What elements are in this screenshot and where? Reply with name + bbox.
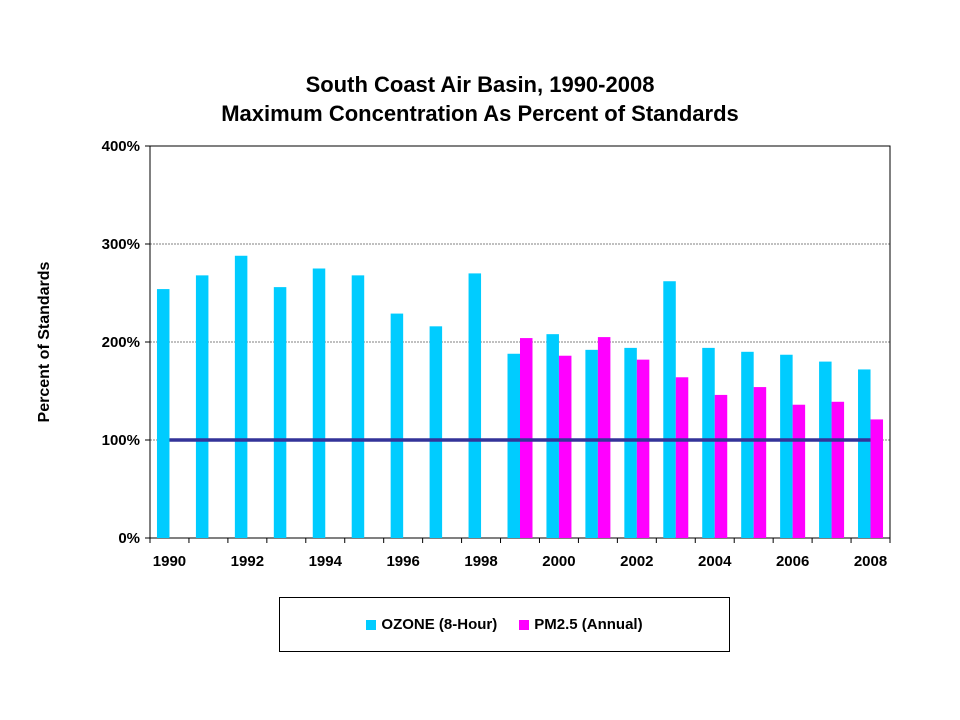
bar-ozone (624, 347, 637, 538)
legend-swatch-ozone (366, 619, 377, 630)
bar-ozone (741, 351, 754, 538)
x-tick-label: 2002 (620, 553, 653, 570)
bar-ozone (195, 275, 209, 538)
bar-ozone (273, 287, 287, 538)
legend: OZONE (8-Hour) PM2.5 (Annual) (279, 597, 730, 652)
chart-title: South Coast Air Basin, 1990-2008 Maximum… (0, 70, 960, 128)
legend-label-ozone: OZONE (8-Hour) (381, 616, 498, 633)
bar-ozone (390, 313, 404, 538)
legend-swatch-pm25 (519, 619, 530, 630)
y-tick-label: 400% (102, 138, 140, 155)
x-tick-label: 2000 (542, 553, 575, 570)
bar-ozone (858, 369, 871, 538)
bar-ozone (507, 353, 520, 538)
bar-ozone (156, 289, 170, 538)
y-axis-label: Percent of Standards (36, 261, 53, 422)
x-tick-label: 1998 (464, 553, 497, 570)
y-tick-label: 300% (102, 236, 140, 253)
bar-ozone (780, 354, 793, 538)
y-tick-label: 200% (102, 334, 140, 351)
legend-item-ozone: OZONE (8-Hour) (366, 616, 497, 633)
bar-pm25 (558, 355, 572, 538)
x-tick-label: 2004 (698, 553, 732, 570)
x-tick-label: 1996 (386, 553, 419, 570)
bar-ozone (312, 268, 326, 538)
bar-pm25 (520, 338, 533, 538)
y-tick-label: 100% (102, 432, 140, 449)
title-line-2: Maximum Concentration As Percent of Stan… (221, 101, 739, 126)
bar-pm25 (792, 404, 806, 538)
x-tick-label: 2008 (854, 553, 887, 570)
bar-pm25 (597, 337, 611, 538)
bar-pm25 (870, 419, 884, 538)
bar-pm25 (675, 377, 689, 538)
x-tick-label: 1994 (309, 553, 343, 570)
bar-ozone (546, 334, 559, 538)
title-line-1: South Coast Air Basin, 1990-2008 (305, 72, 655, 97)
bar-ozone (819, 361, 832, 538)
y-tick-label: 0% (118, 530, 140, 547)
bar-ozone (702, 347, 715, 538)
x-tick-label: 1992 (231, 553, 264, 570)
bar-pm25 (831, 401, 845, 538)
bar-ozone (663, 281, 676, 538)
bar-pm25 (753, 387, 767, 538)
bar-ozone (234, 255, 248, 538)
legend-item-pm25: PM2.5 (Annual) (519, 616, 643, 633)
bar-ozone (429, 326, 443, 538)
bar-ozone (351, 275, 365, 538)
bar-ozone (585, 349, 598, 538)
bar-pm25 (636, 359, 650, 538)
legend-label-pm25: PM2.5 (Annual) (534, 616, 643, 633)
bar-pm25 (714, 394, 728, 538)
x-tick-label: 1990 (153, 553, 186, 570)
x-tick-label: 2006 (776, 553, 809, 570)
bar-ozone (468, 273, 482, 538)
